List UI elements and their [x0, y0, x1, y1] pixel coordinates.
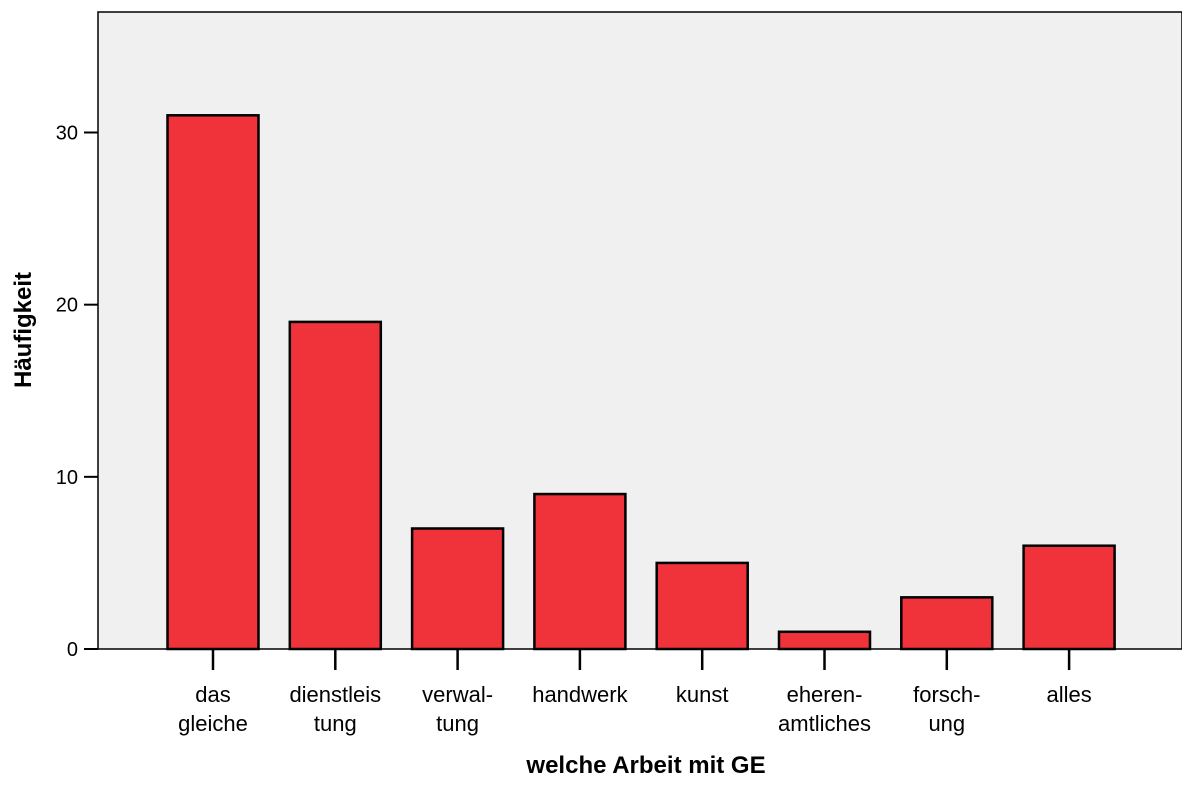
x-tick-label: das gleiche — [178, 682, 248, 736]
bar — [410, 527, 505, 651]
plot-area — [97, 11, 1182, 650]
x-tick-label: forsch-ung — [913, 682, 980, 736]
y-tick-label: 20 — [56, 295, 78, 317]
y-axis-title: Häufigkeit — [10, 272, 37, 388]
bars-group — [166, 114, 1116, 651]
x-tick-label: dienstleis tung — [289, 682, 381, 736]
y-tick-label: 0 — [67, 639, 78, 661]
bar — [655, 561, 749, 651]
y-axis: 0 10 20 30 — [56, 123, 98, 661]
bar — [288, 320, 383, 651]
x-tick-label: alles — [1046, 682, 1091, 707]
bar — [1022, 544, 1116, 651]
bar — [533, 492, 627, 651]
x-tick-label: handwerk — [532, 682, 628, 707]
bar — [777, 630, 872, 651]
bar — [900, 596, 994, 651]
y-tick-label: 30 — [56, 123, 78, 145]
x-axis: das gleiche dienstleis tung verwal-tung handw… — [178, 649, 1092, 736]
y-tick-label: 10 — [56, 467, 78, 489]
x-axis-title: welche Arbeit mit GE — [525, 752, 765, 779]
bar — [166, 114, 260, 651]
x-tick-label: eheren-amtliches — [778, 682, 871, 736]
x-tick-label: kunst — [676, 682, 729, 707]
x-tick-label: verwal-tung — [422, 682, 493, 736]
